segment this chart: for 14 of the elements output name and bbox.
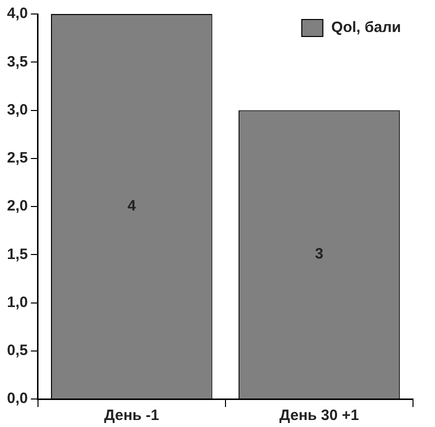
y-tick-label: 0,5: [6, 342, 28, 360]
y-tick-label: 3,5: [6, 53, 28, 70]
x-tick-label: День -1: [104, 407, 160, 424]
x-tick-label: День 30 +1: [279, 407, 360, 424]
legend-label: Qol, бали: [331, 19, 402, 36]
y-tick-label: 1,0: [6, 294, 28, 311]
y-tick-label: 3,0: [6, 101, 28, 118]
data-label: 4: [127, 197, 136, 214]
data-label: 3: [315, 246, 324, 263]
y-tick-label: 1,5: [6, 246, 28, 263]
y-tick-label: 2,0: [6, 198, 28, 215]
y-tick-label: 0,0: [6, 390, 28, 408]
y-tick-label: 4,0: [6, 5, 28, 22]
y-tick-label: 2,5: [6, 150, 28, 167]
